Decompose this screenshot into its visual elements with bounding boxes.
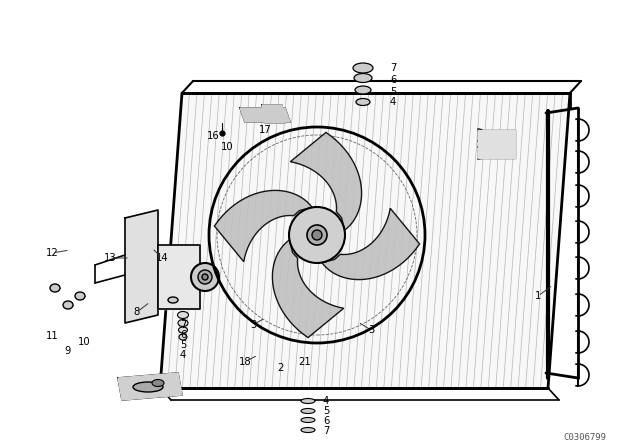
Text: 3: 3 xyxy=(250,320,256,330)
Ellipse shape xyxy=(191,263,219,291)
Text: 13: 13 xyxy=(104,253,116,263)
Text: 4: 4 xyxy=(323,396,329,406)
Text: 19: 19 xyxy=(490,143,502,153)
Ellipse shape xyxy=(63,301,73,309)
Text: 16: 16 xyxy=(207,131,220,141)
Ellipse shape xyxy=(301,418,315,422)
Polygon shape xyxy=(262,105,285,123)
Ellipse shape xyxy=(202,274,208,280)
Polygon shape xyxy=(214,190,312,262)
Polygon shape xyxy=(118,373,182,400)
Text: 9: 9 xyxy=(65,346,71,356)
Ellipse shape xyxy=(50,284,60,292)
Text: 17: 17 xyxy=(259,125,271,135)
Ellipse shape xyxy=(168,297,178,303)
Text: 7: 7 xyxy=(390,63,396,73)
Text: 5: 5 xyxy=(390,87,396,97)
Text: 8: 8 xyxy=(134,307,140,317)
Text: 1: 1 xyxy=(535,291,541,301)
Text: 6: 6 xyxy=(390,75,396,85)
Text: 4: 4 xyxy=(390,97,396,107)
Text: 10: 10 xyxy=(221,142,234,152)
Ellipse shape xyxy=(179,327,188,333)
Ellipse shape xyxy=(301,427,315,432)
Polygon shape xyxy=(240,108,290,122)
Polygon shape xyxy=(160,93,570,388)
Ellipse shape xyxy=(301,409,315,414)
Ellipse shape xyxy=(198,270,212,284)
Text: 7: 7 xyxy=(323,426,329,436)
Ellipse shape xyxy=(133,382,163,392)
Text: 7: 7 xyxy=(180,320,186,330)
Text: 21: 21 xyxy=(299,357,312,367)
Text: 5: 5 xyxy=(323,406,329,416)
Ellipse shape xyxy=(177,311,189,319)
Text: 4: 4 xyxy=(180,350,186,360)
Text: 10: 10 xyxy=(77,337,90,347)
Text: 6: 6 xyxy=(323,416,329,426)
Text: 6: 6 xyxy=(180,330,186,340)
Ellipse shape xyxy=(75,292,85,300)
Ellipse shape xyxy=(178,319,188,327)
Circle shape xyxy=(289,207,345,263)
Ellipse shape xyxy=(301,399,315,404)
Ellipse shape xyxy=(355,86,371,94)
Circle shape xyxy=(307,225,327,245)
Text: 20: 20 xyxy=(141,385,154,395)
Text: 18: 18 xyxy=(239,357,252,367)
Ellipse shape xyxy=(356,99,370,105)
Circle shape xyxy=(312,230,322,240)
Ellipse shape xyxy=(353,63,373,73)
Text: C0306799: C0306799 xyxy=(563,432,607,441)
Text: 11: 11 xyxy=(45,331,58,341)
Polygon shape xyxy=(322,208,420,280)
Ellipse shape xyxy=(152,379,164,387)
Text: 12: 12 xyxy=(45,248,58,258)
Text: 14: 14 xyxy=(156,253,168,263)
Ellipse shape xyxy=(354,73,372,82)
Text: 2: 2 xyxy=(277,363,283,373)
Polygon shape xyxy=(478,130,515,158)
Text: 5: 5 xyxy=(180,340,186,350)
Text: 15: 15 xyxy=(292,220,305,230)
Polygon shape xyxy=(158,245,200,309)
Polygon shape xyxy=(125,210,158,323)
Polygon shape xyxy=(273,240,344,338)
Ellipse shape xyxy=(179,334,187,340)
Text: 3: 3 xyxy=(368,325,374,335)
Polygon shape xyxy=(291,133,362,230)
